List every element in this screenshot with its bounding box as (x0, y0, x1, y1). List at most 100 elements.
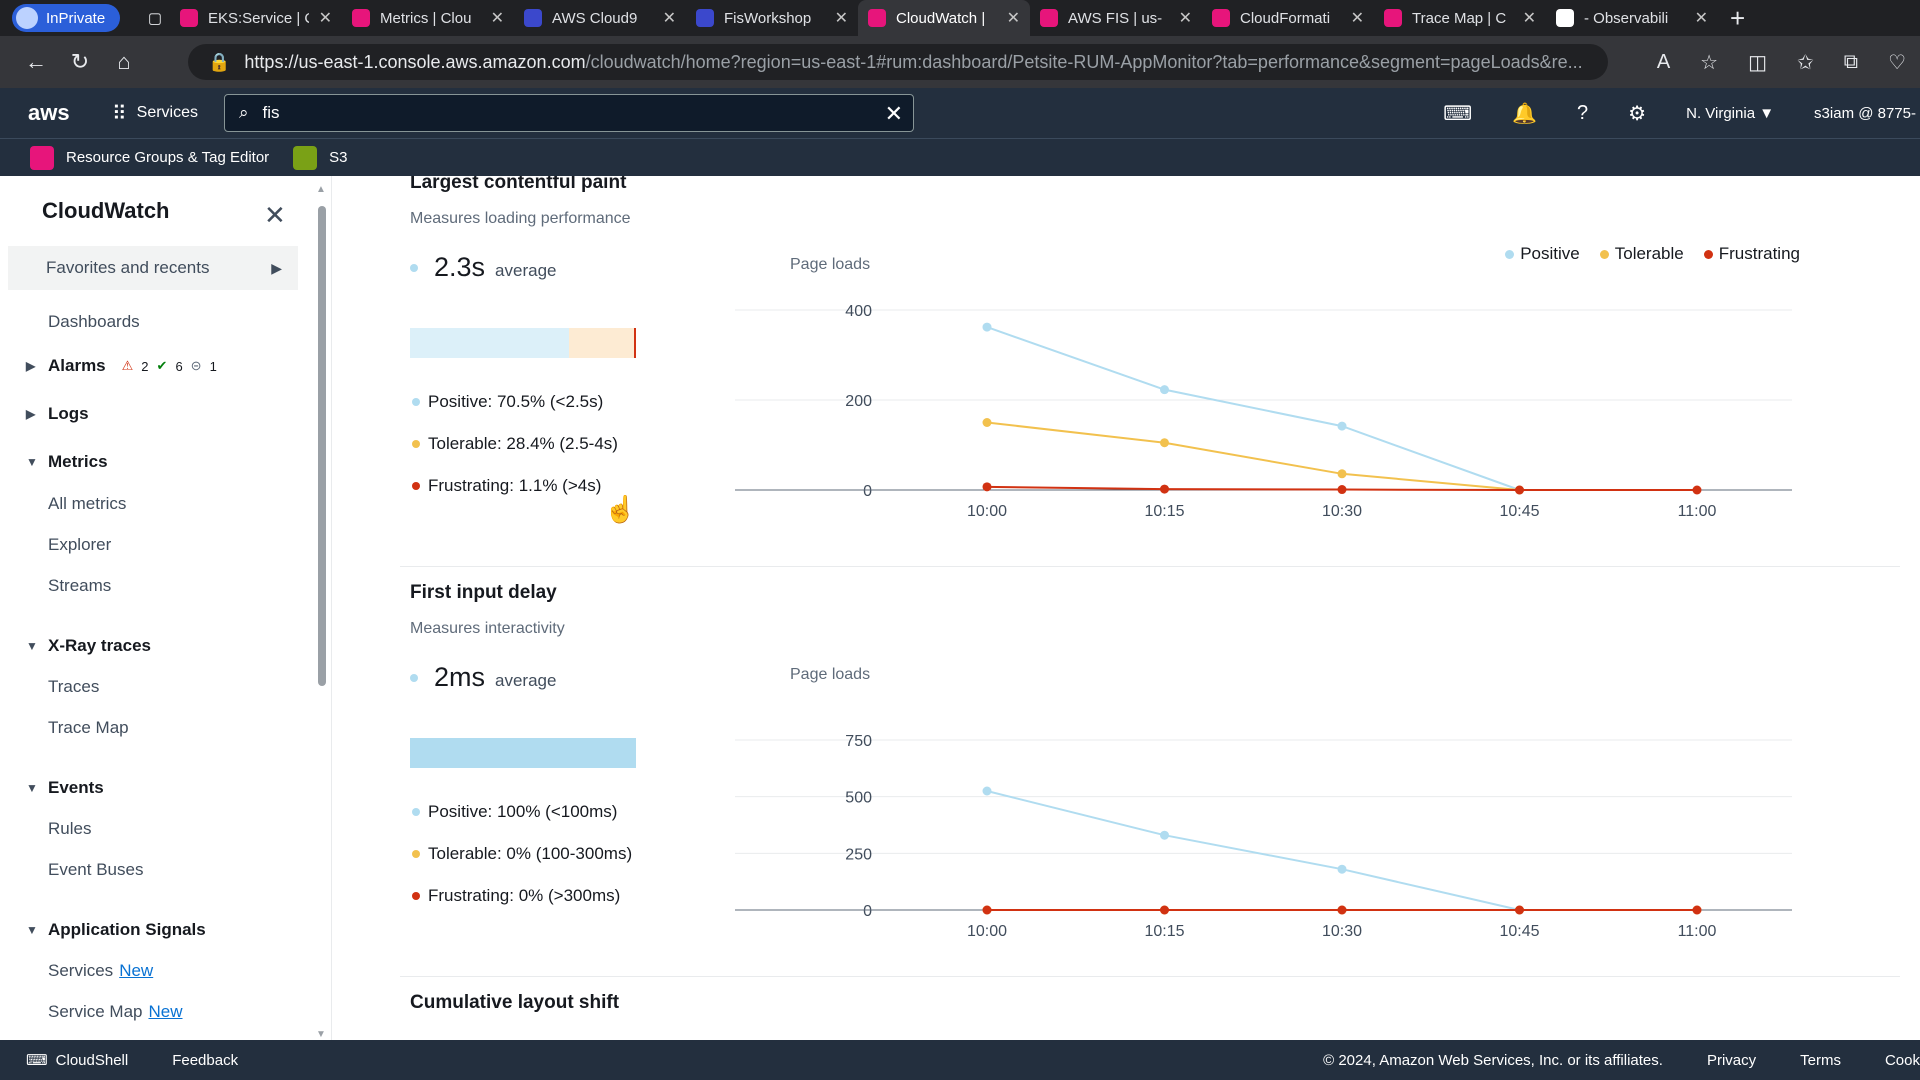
sidebar-scroll-thumb[interactable] (318, 206, 326, 686)
section-divider (400, 566, 1900, 567)
bar-segment-tolerable (569, 328, 634, 358)
scroll-down-icon[interactable]: ▼ (316, 1029, 326, 1040)
sidebar-item-traces[interactable]: Traces (48, 677, 100, 696)
close-tab-icon[interactable]: ✕ (490, 10, 504, 27)
sidebar-item-service-map[interactable]: Service Map New (48, 1002, 183, 1022)
help-icon[interactable]: ? (1577, 101, 1589, 124)
profile-avatar (16, 7, 38, 29)
fid-positive-text: Positive: 100% (<100ms) (428, 802, 618, 821)
ok-check-icon: ✔ (156, 358, 168, 373)
new-tab-icon[interactable]: + (1730, 2, 1746, 33)
sidebar-section-application-signals[interactable]: ▼ Application Signals (26, 920, 206, 940)
read-aloud-icon[interactable]: A (1656, 50, 1671, 73)
terms-link[interactable]: Terms (1800, 1051, 1841, 1069)
privacy-link[interactable]: Privacy (1706, 1051, 1757, 1069)
favorites-and-recents[interactable]: Favorites and recents ▶ (8, 246, 298, 290)
tab-favicon-icon (696, 9, 714, 27)
settings-gear-icon[interactable]: ⚙ (1628, 102, 1647, 125)
x-tick-label: 10:45 (1499, 503, 1539, 520)
close-tab-icon[interactable]: ✕ (1006, 10, 1020, 27)
fid-frustrating-text: Frustrating: 0% (>300ms) (428, 886, 621, 905)
sidebar-item-streams[interactable]: Streams (48, 576, 112, 595)
cookie-preferences-link[interactable]: Cook (1884, 1051, 1920, 1069)
close-tab-icon[interactable]: ✕ (1522, 10, 1536, 27)
browser-tab[interactable]: - Observabili ✕ (1546, 0, 1718, 36)
browser-tab[interactable]: AWS FIS | us- ✕ (1030, 0, 1202, 36)
legend-frustrating[interactable]: Frustrating (1703, 244, 1800, 264)
tolerable-dot (412, 440, 420, 448)
address-bar[interactable]: 🔒 https://us-east-1.console.aws.amazon.c… (188, 44, 1608, 80)
legend-positive[interactable]: Positive (1505, 244, 1580, 264)
caret-down-icon: ▼ (26, 923, 38, 937)
inprivate-badge[interactable]: InPrivate (12, 4, 120, 32)
close-tab-icon[interactable]: ✕ (662, 10, 676, 27)
account-menu[interactable]: s3iam @ 8775- (1814, 104, 1916, 122)
sidebar-item-all-metrics[interactable]: All metrics (48, 494, 127, 513)
sidebar-item-event-buses[interactable]: Event Buses (48, 860, 144, 879)
feedback-link[interactable]: Feedback (172, 1051, 239, 1069)
tab-favicon-icon (1556, 9, 1574, 27)
tab-title: AWS Cloud9 (552, 9, 638, 27)
favorite-resource-groups[interactable]: Resource Groups & Tag Editor (66, 149, 270, 166)
insufficient-data-icon: ⊝ (190, 358, 202, 373)
close-sidebar-icon[interactable]: ✕ (264, 200, 286, 230)
tab-favicon-icon (1212, 9, 1230, 27)
sidebar-scrollbar[interactable]: ▲ ▼ (314, 184, 328, 1040)
sidebar-item-trace-map[interactable]: Trace Map (48, 718, 129, 737)
sidebar-section-alarms[interactable]: ▶ Alarms ⚠ 2 ✔ 6 ⊝ 1 (26, 356, 217, 376)
sidebar-section-metrics[interactable]: ▼ Metrics (26, 452, 108, 472)
ok-count: 6 (175, 358, 183, 374)
sidebar-section-xray[interactable]: ▼ X-Ray traces (26, 636, 151, 656)
region-selector[interactable]: N. Virginia ▼ (1686, 104, 1775, 122)
close-tab-icon[interactable]: ✕ (1178, 10, 1192, 27)
y-tick-label: 200 (845, 393, 872, 410)
extensions-icon[interactable]: ♡ (1888, 51, 1906, 74)
legend-tolerable[interactable]: Tolerable (1599, 244, 1684, 264)
sidebar-item-rules[interactable]: Rules (48, 819, 92, 838)
close-tab-icon[interactable]: ✕ (1350, 10, 1364, 27)
split-screen-icon[interactable]: ◫ (1748, 51, 1768, 74)
browser-tab[interactable]: CloudWatch | ✕ (858, 0, 1030, 36)
clear-search-icon[interactable]: ✕ (884, 101, 903, 126)
browser-tab[interactable]: EKS:Service | C ✕ (170, 0, 342, 36)
close-tab-icon[interactable]: ✕ (834, 10, 848, 27)
events-label: Events (48, 778, 104, 797)
scroll-up-icon[interactable]: ▲ (316, 184, 326, 195)
sidebar-item-dashboards[interactable]: Dashboards (48, 312, 140, 331)
search-input[interactable]: ⌕ fis ✕ (224, 94, 914, 132)
sidebar-section-logs[interactable]: ▶ Logs (26, 404, 89, 424)
sidebar-section-events[interactable]: ▼ Events (26, 778, 104, 798)
browser-tab[interactable]: CloudFormati ✕ (1202, 0, 1374, 36)
browser-tab[interactable]: AWS Cloud9 ✕ (514, 0, 686, 36)
copyright: © 2024, Amazon Web Services, Inc. or its… (1323, 1051, 1663, 1069)
favorite-star-icon[interactable]: ☆ (1700, 51, 1719, 74)
alarm-warning-icon: ⚠ (121, 358, 134, 373)
notifications-icon[interactable]: 🔔 (1512, 102, 1538, 125)
cls-title: Cumulative layout shift (410, 992, 620, 1013)
close-tab-icon[interactable]: ✕ (318, 10, 332, 27)
data-point-frustrating (1692, 905, 1702, 915)
mouse-pointer-icon: ☝ (604, 494, 637, 524)
refresh-icon[interactable]: ↻ (70, 49, 90, 74)
favorite-s3[interactable]: S3 (329, 149, 348, 166)
services-menu[interactable]: ⠿ Services (112, 101, 198, 126)
browser-tab[interactable]: FisWorkshop ✕ (686, 0, 858, 36)
collections-icon[interactable]: ⧉ (1843, 50, 1859, 73)
browser-tab[interactable]: Trace Map | C ✕ (1374, 0, 1546, 36)
tab-title: CloudWatch | (896, 9, 986, 27)
sidebar-item-services[interactable]: Services New (48, 961, 153, 981)
close-tab-icon[interactable]: ✕ (1694, 10, 1708, 27)
sidebar-item-explorer[interactable]: Explorer (48, 535, 112, 554)
home-icon[interactable]: ⌂ (117, 49, 131, 74)
favorites-label: Favorites and recents (46, 258, 210, 277)
browser-tab-strip: InPrivate ▢ EKS:Service | C ✕ Metrics | Cl… (0, 0, 1920, 36)
browser-tab[interactable]: Metrics | Clou ✕ (342, 0, 514, 36)
cloudshell-button[interactable]: ⌨ CloudShell (26, 1051, 128, 1070)
favorites-icon[interactable]: ✩ (1797, 51, 1814, 74)
alarm-status-badges: ⚠ 2 ✔ 6 ⊝ 1 (122, 358, 217, 374)
cloudwatch-sidebar: CloudWatch ✕ Favorites and recents ▶ Das… (8, 176, 332, 1040)
back-icon[interactable]: ← (25, 49, 47, 74)
cloudshell-icon[interactable]: ⌨ (1443, 102, 1473, 125)
tab-actions-icon[interactable]: ▢ (147, 10, 163, 27)
aws-logo[interactable]: aws (28, 100, 70, 125)
